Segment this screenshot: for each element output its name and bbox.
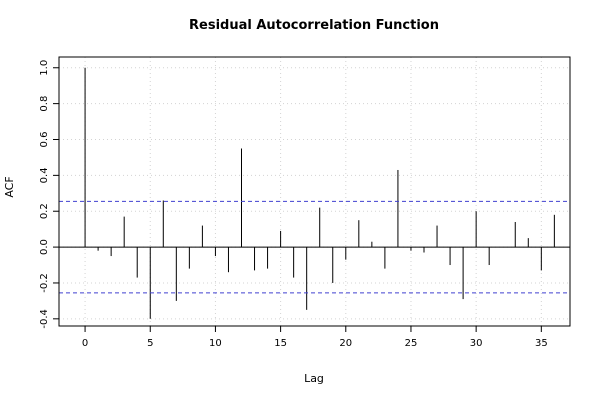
x-tick-label: 0 [82, 338, 88, 349]
plot-frame [58, 56, 571, 327]
y-tick-label: 0.4 [39, 167, 50, 183]
y-axis-label: ACF [3, 176, 16, 197]
y-tick-label: 0.8 [39, 96, 50, 112]
chart-title: Residual Autocorrelation Function [189, 18, 439, 33]
acf-bars [84, 67, 555, 319]
x-tick-label: 30 [470, 338, 483, 349]
y-tick-label: -0.4 [39, 309, 50, 329]
grid [59, 57, 570, 326]
x-tick-label: 10 [209, 338, 222, 349]
y-axis: -0.4 -0.2 0.0 0.2 0.4 0.6 0.8 1.0 [39, 60, 59, 329]
x-tick-label: 20 [339, 338, 352, 349]
y-tick-label: 0.2 [39, 203, 50, 219]
y-tick-label: 0.0 [39, 239, 50, 255]
y-tick-label: 0.6 [39, 132, 50, 148]
confidence-bands [59, 200, 570, 294]
x-tick-label: 25 [405, 338, 418, 349]
x-tick-label: 5 [147, 338, 153, 349]
y-tick-label: -0.2 [39, 273, 50, 293]
x-tick-label: 15 [274, 338, 287, 349]
x-axis: 0 5 10 15 20 25 30 35 [82, 326, 548, 349]
x-axis-label: Lag [304, 372, 324, 385]
y-tick-label: 1.0 [39, 60, 50, 76]
x-tick-label: 35 [535, 338, 548, 349]
